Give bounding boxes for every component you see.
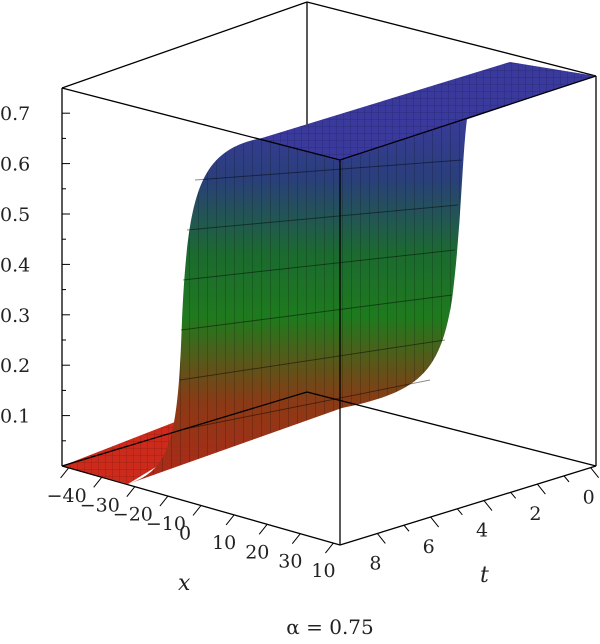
t-tick-label: 6 bbox=[423, 536, 435, 558]
t-tick bbox=[430, 516, 440, 528]
z-tick-label: 0.7 bbox=[0, 103, 30, 125]
t-tick-label: 2 bbox=[529, 503, 541, 525]
x-axis: −40−30−20−100 10 20 30 10 bbox=[47, 467, 336, 582]
x-tick bbox=[291, 533, 301, 545]
z-tick-label: 0.3 bbox=[0, 305, 30, 327]
x-tick bbox=[93, 476, 103, 488]
x-tick-label: 10 bbox=[212, 532, 236, 554]
x-axis-title: x bbox=[178, 571, 191, 596]
surface-low-plateau bbox=[62, 420, 200, 484]
x-tick-label: −10 bbox=[146, 513, 186, 535]
x-tick-label: 30 bbox=[278, 551, 302, 573]
x-tick-label: 20 bbox=[245, 541, 269, 563]
x-tick-label: −30 bbox=[80, 494, 120, 516]
t-minor-tick bbox=[403, 524, 410, 532]
x-tick-label: 0 bbox=[179, 523, 191, 545]
x-tick bbox=[225, 514, 235, 526]
caption: α = 0.75 bbox=[286, 615, 374, 639]
x-tick bbox=[159, 495, 169, 507]
t-minor-tick bbox=[456, 508, 463, 516]
t-tick bbox=[483, 500, 493, 511]
z-axis: 0.1 0.2 0.3 0.4 0.5 0.6 0.7 bbox=[0, 103, 70, 442]
z-tick-label: 0.6 bbox=[0, 154, 30, 176]
surface-high-plateau bbox=[262, 62, 596, 162]
z-tick-label: 0.4 bbox=[0, 254, 30, 276]
t-tick bbox=[536, 483, 546, 495]
t-tick-label: 8 bbox=[369, 552, 381, 574]
x-tick bbox=[258, 523, 268, 535]
t-tick-label: 4 bbox=[476, 520, 488, 542]
box-front-edges bbox=[61, 75, 597, 546]
t-tick bbox=[376, 533, 386, 544]
x-tick bbox=[324, 542, 334, 554]
z-tick-label: 0.5 bbox=[0, 204, 30, 226]
t-minor-tick bbox=[563, 475, 570, 483]
x-tick bbox=[192, 505, 202, 516]
x-tick-label: −20 bbox=[113, 504, 153, 526]
z-tick-label: 0.1 bbox=[0, 406, 30, 428]
t-minor-tick bbox=[510, 492, 517, 499]
x-tick-label: 10 bbox=[311, 560, 335, 582]
x-tick-label: −40 bbox=[47, 485, 87, 507]
t-tick-label: 0 bbox=[583, 487, 595, 509]
t-axis: 0 2 4 6 8 bbox=[369, 467, 600, 574]
surface-wall bbox=[128, 112, 468, 484]
t-axis-title: t bbox=[480, 563, 489, 588]
x-tick bbox=[60, 467, 70, 479]
t-tick bbox=[590, 467, 600, 478]
x-tick bbox=[126, 486, 136, 498]
z-tick-label: 0.2 bbox=[0, 355, 30, 377]
